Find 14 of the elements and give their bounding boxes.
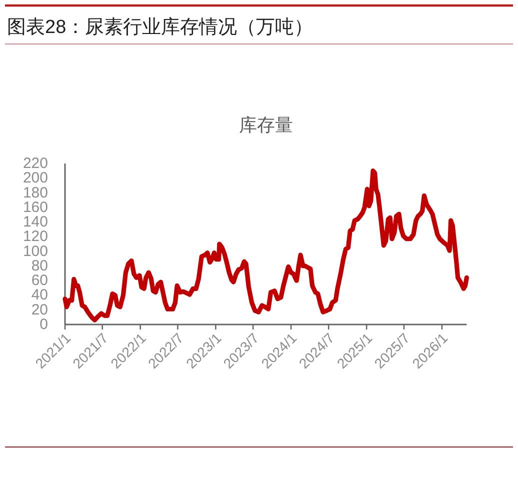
y-tick-label: 220 xyxy=(22,155,48,172)
y-tick-label: 160 xyxy=(22,198,48,216)
subtitle: 库存量 xyxy=(239,115,293,135)
title: 图表28：尿素行业库存情况（万吨） xyxy=(7,17,314,38)
y-tick-label: 40 xyxy=(31,286,48,304)
y-tick-label: 100 xyxy=(22,242,48,260)
y-tick-label: 120 xyxy=(22,228,48,246)
y-tick-label: 20 xyxy=(31,301,48,318)
y-tick-label: 0 xyxy=(40,316,48,333)
y-tick-label: 60 xyxy=(31,272,48,290)
y-tick-label: 200 xyxy=(22,170,48,187)
y-tick-label: 180 xyxy=(22,184,48,202)
y-tick-label: 80 xyxy=(31,257,48,274)
y-tick-label: 140 xyxy=(22,214,48,231)
